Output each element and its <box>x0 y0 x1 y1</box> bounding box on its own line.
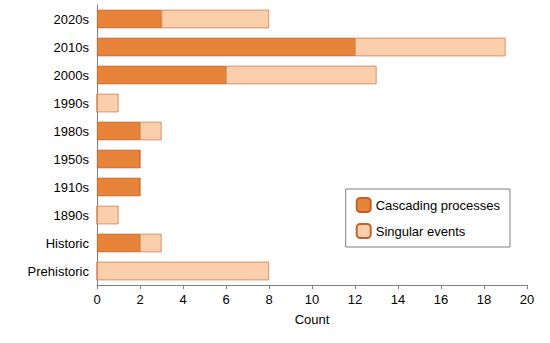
svg-text:2010s: 2010s <box>54 40 90 55</box>
svg-text:1890s: 1890s <box>54 208 90 223</box>
svg-text:1910s: 1910s <box>54 180 90 195</box>
svg-text:Cascading processes: Cascading processes <box>376 198 501 213</box>
svg-text:4: 4 <box>179 292 186 307</box>
svg-text:12: 12 <box>348 292 362 307</box>
svg-text:2020s: 2020s <box>54 12 90 27</box>
svg-text:2000s: 2000s <box>54 68 90 83</box>
svg-text:1950s: 1950s <box>54 152 90 167</box>
svg-text:14: 14 <box>391 292 405 307</box>
svg-text:2: 2 <box>136 292 143 307</box>
svg-text:0: 0 <box>93 292 100 307</box>
svg-text:Singular events: Singular events <box>376 224 466 239</box>
svg-text:6: 6 <box>222 292 229 307</box>
svg-text:10: 10 <box>305 292 319 307</box>
svg-text:1990s: 1990s <box>54 96 90 111</box>
svg-text:18: 18 <box>477 292 491 307</box>
svg-text:1980s: 1980s <box>54 124 90 139</box>
svg-text:8: 8 <box>265 292 272 307</box>
svg-text:16: 16 <box>434 292 448 307</box>
svg-text:Count: Count <box>295 312 330 327</box>
svg-text:20: 20 <box>520 292 534 307</box>
svg-text:Prehistoric: Prehistoric <box>28 264 90 279</box>
svg-text:Historic: Historic <box>46 236 90 251</box>
